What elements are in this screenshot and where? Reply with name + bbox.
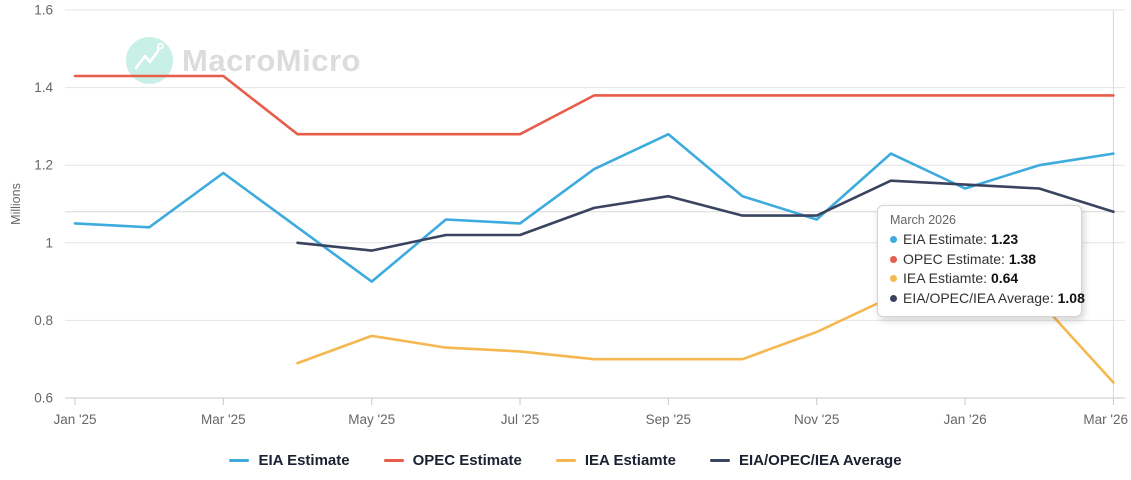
line-swatch-icon — [709, 459, 730, 462]
tooltip-series-value: 1.23 — [990, 231, 1019, 247]
legend-label: IEA Estiamte — [584, 452, 676, 469]
y-axis-tick-label: 1 — [45, 235, 53, 250]
y-axis-tick-label: 1.4 — [34, 80, 53, 95]
average-series-bullet-icon — [890, 294, 897, 302]
tooltip-row-average: EIA/OPEC/IEA Average: 1.08 — [890, 289, 1085, 309]
x-axis-tick-label: May '25 — [348, 412, 395, 427]
legend-item-eia-opec-iea-average[interactable]: EIA/OPEC/IEA Average — [709, 452, 902, 469]
line-swatch-icon — [229, 459, 250, 462]
y-axis-tick-label: 1.2 — [34, 158, 53, 173]
tooltip-row-eia: EIA Estimate: 1.23 — [890, 230, 1069, 250]
eia-series-bullet-icon — [890, 236, 897, 243]
x-axis-tick-label: Jul '25 — [501, 412, 540, 427]
macromicro-watermark: MacroMicro — [126, 37, 361, 84]
tooltip-row-opec: OPEC Estimate: 1.38 — [890, 250, 1069, 270]
iea-series-bullet-icon — [890, 275, 897, 282]
series-line-eia-estimate — [73, 132, 1115, 283]
legend-label: OPEC Estimate — [412, 452, 522, 469]
tooltip-series-label: IEA Estiamte — [903, 270, 984, 286]
legend-item-iea-estiamte[interactable]: IEA Estiamte — [555, 452, 676, 469]
chart-tooltip: March 2026 EIA Estimate: 1.23 OPEC Estim… — [877, 205, 1085, 317]
tooltip-series-value: 0.64 — [990, 270, 1019, 286]
x-axis-tick-label: Mar '26 — [1083, 412, 1128, 427]
series-line-opec-estimate — [73, 74, 1115, 136]
tooltip-series-label: EIA Estimate — [903, 231, 984, 247]
x-axis-tick-label: Mar '25 — [201, 412, 246, 427]
tooltip-series-label: EIA/OPEC/IEA Average — [903, 289, 1050, 306]
tooltip-series-value: 1.08 — [1057, 289, 1085, 306]
tooltip-series-value: 1.38 — [1008, 250, 1037, 267]
macromicro-logo-text: MacroMicro — [182, 42, 361, 78]
x-axis-tick-label: Sep '25 — [646, 412, 691, 427]
mountain-chart-icon — [134, 42, 164, 70]
x-axis-tick-label: Jan '26 — [943, 412, 986, 427]
legend-item-eia-estimate[interactable]: EIA Estimate — [229, 452, 350, 469]
tooltip-series-label: OPEC Estimate — [903, 250, 1002, 267]
series-line-eia-opec-iea-average — [296, 179, 1115, 252]
line-swatch-icon — [383, 459, 404, 462]
opec-series-bullet-icon — [890, 255, 897, 263]
line-chart-plot[interactable]: 0.6 0.8 1 1.2 1.4 1.6 Millions Jan '25 Mar '25 Ma… — [0, 0, 1131, 448]
tooltip-date: March 2026 — [890, 213, 957, 227]
legend-label: EIA Estimate — [258, 452, 350, 469]
y-axis-title: Millions — [9, 183, 23, 225]
y-axis-tick-label: 0.8 — [34, 313, 53, 328]
legend-item-opec-estimate[interactable]: OPEC Estimate — [383, 452, 522, 469]
x-axis-tick-label: Nov '25 — [794, 412, 839, 427]
y-axis-tick-label: 0.6 — [34, 391, 53, 406]
tooltip-row-iea: IEA Estiamte: 0.64 — [890, 269, 1069, 289]
y-axis-tick-label: 1.6 — [34, 3, 53, 18]
legend-label: EIA/OPEC/IEA Average — [738, 452, 902, 469]
chart-legend: EIA Estimate OPEC Estimate IEA Estiamte … — [0, 452, 1131, 469]
line-swatch-icon — [555, 459, 576, 462]
x-axis-tick-label: Jan '25 — [53, 412, 96, 427]
